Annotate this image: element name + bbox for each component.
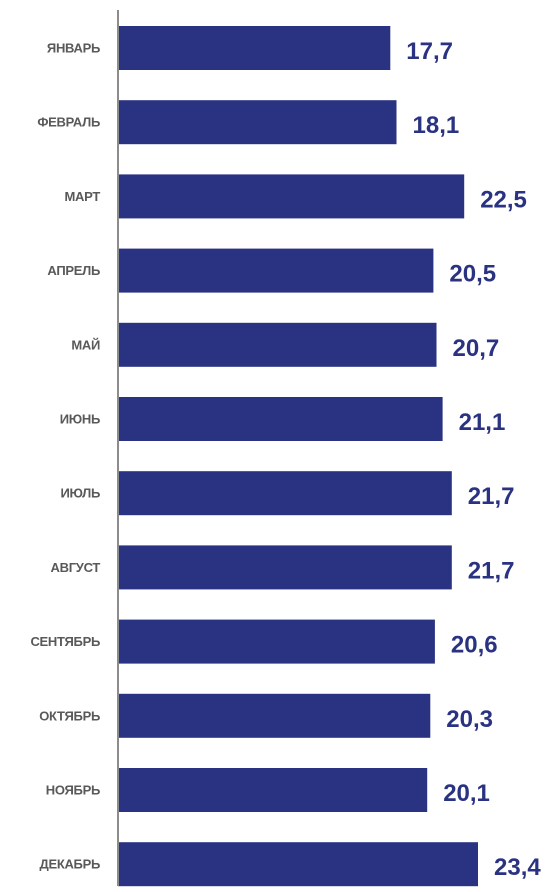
category-label: ЯНВАРЬ — [47, 41, 100, 56]
category-label: АПРЕЛЬ — [47, 263, 100, 278]
value-label: 20,7 — [453, 335, 500, 362]
value-label: 22,5 — [480, 186, 527, 213]
category-label: ОКТЯБРЬ — [39, 708, 100, 723]
bars-layer — [118, 26, 478, 887]
value-label: 21,7 — [468, 557, 515, 584]
value-label: 20,5 — [449, 261, 496, 288]
bar-5 — [118, 322, 437, 367]
category-label: НОЯБРЬ — [46, 783, 100, 798]
value-label: 21,1 — [459, 409, 506, 436]
category-label: ИЮЛЬ — [60, 486, 100, 501]
category-label: МАЙ — [71, 337, 100, 352]
bar-1 — [118, 26, 391, 70]
bar-2 — [118, 100, 397, 145]
bar-4 — [118, 248, 434, 293]
category-label: ДЕКАБРЬ — [39, 857, 100, 872]
bar-7 — [118, 471, 452, 516]
value-label: 20,1 — [443, 780, 490, 807]
bar-10 — [118, 693, 431, 738]
value-label: 21,7 — [468, 483, 515, 510]
category-label: АВГУСТ — [51, 560, 101, 575]
bar-6 — [118, 397, 443, 441]
bar-11 — [118, 768, 428, 812]
category-label: ИЮНЬ — [60, 412, 100, 427]
value-label: 20,3 — [446, 706, 493, 733]
value-label: 18,1 — [413, 112, 460, 139]
bar-12 — [118, 842, 478, 887]
category-label: МАРТ — [65, 189, 101, 204]
bar-3 — [118, 174, 465, 219]
category-label: ФЕВРАЛЬ — [37, 115, 100, 130]
value-label: 17,7 — [406, 38, 453, 65]
value-label: 23,4 — [494, 854, 541, 881]
category-label: СЕНТЯБРЬ — [30, 634, 100, 649]
value-label: 20,6 — [451, 632, 498, 659]
labels-layer: ЯНВАРЬ 17,7 ФЕВРАЛЬ 18,1 МАРТ 22,5 АПРЕЛЬ 20,5 М… — [30, 38, 541, 881]
bar-8 — [118, 545, 452, 590]
bar-9 — [118, 619, 435, 664]
